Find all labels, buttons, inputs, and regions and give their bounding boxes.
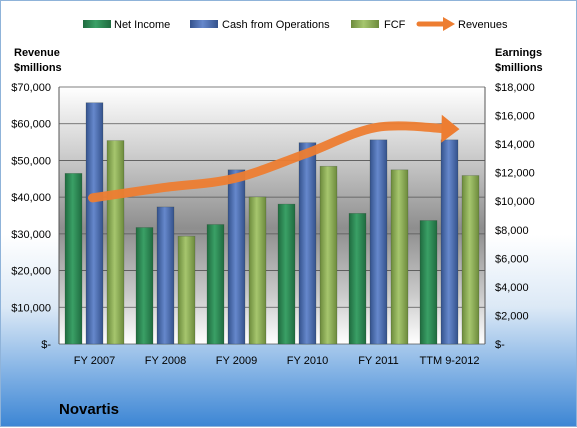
x-tick-label: FY 2007 [74,355,115,367]
left-tick-label: $20,000 [11,266,51,278]
right-tick-label: $16,000 [495,111,535,123]
legend-swatch-fcf [351,20,379,28]
x-tick-label: FY 2009 [216,355,257,367]
legend-label-fcf: FCF [384,19,406,31]
legend-swatch-cash-from-operations [190,20,218,28]
left-tick-label: $30,000 [11,229,51,241]
legend: Net Income Cash from Operations FCF Reve… [83,17,508,31]
legend-item-net-income: Net Income [83,19,170,31]
legend-swatch-revenues-arrowhead [443,17,455,31]
right-axis-title-line2: $millions [495,62,543,74]
legend-label-revenues: Revenues [458,19,508,31]
bar-fcf [391,170,408,344]
bar-fcf [462,176,479,344]
bar-net-income [278,204,295,344]
bar-net-income [65,173,82,344]
x-tick-label: FY 2008 [145,355,186,367]
bar-fcf [107,141,124,344]
legend-label-cash-from-operations: Cash from Operations [222,19,330,31]
right-tick-label: $- [495,339,505,351]
right-tick-label: $12,000 [495,168,535,180]
right-tick-label: $18,000 [495,82,535,94]
x-axis-ticks: FY 2007 FY 2008 FY 2009 FY 2010 FY 2011 TTM 9… [74,355,480,367]
bar-net-income [136,227,153,344]
bar-cash-from-operations [228,170,245,344]
company-title: Novartis [59,401,119,418]
left-tick-label: $10,000 [11,302,51,314]
legend-item-cash-from-operations: Cash from Operations [190,19,330,31]
right-tick-label: $14,000 [495,139,535,151]
bar-net-income [420,220,437,344]
bar-cash-from-operations [370,140,387,344]
left-tick-label: $60,000 [11,119,51,131]
x-tick-label: FY 2011 [358,355,399,367]
legend-label-net-income: Net Income [114,19,170,31]
x-tick-label: FY 2010 [287,355,328,367]
legend-item-revenues: Revenues [419,17,508,31]
legend-item-fcf: FCF [351,19,406,31]
x-tick-label: TTM 9-2012 [420,355,480,367]
bar-net-income [207,224,224,344]
right-axis-title-line1: Earnings [495,47,542,59]
legend-swatch-net-income [83,20,111,28]
bar-cash-from-operations [86,103,103,344]
bar-fcf [320,166,337,344]
left-axis-title-line2: $millions [14,62,62,74]
bar-fcf [178,236,195,344]
right-axis-ticks: $- $2,000 $4,000 $6,000 $8,000 $10,000 $12,000… [495,82,535,351]
right-tick-label: $8,000 [495,225,529,237]
bar-cash-from-operations [441,140,458,344]
left-tick-label: $- [41,339,51,351]
left-axis-ticks: $- $10,000 $20,000 $30,000 $40,000 $50,000 $60… [11,82,51,351]
left-tick-label: $70,000 [11,82,51,94]
left-tick-label: $50,000 [11,155,51,167]
bar-cash-from-operations [299,143,316,344]
right-tick-label: $4,000 [495,282,529,294]
bar-net-income [349,213,366,344]
left-axis-title-line1: Revenue [14,47,60,59]
right-tick-label: $6,000 [495,253,529,265]
bar-fcf [249,197,266,344]
bar-cash-from-operations [157,207,174,344]
right-tick-label: $2,000 [495,310,529,322]
right-tick-label: $10,000 [495,196,535,208]
left-tick-label: $40,000 [11,192,51,204]
